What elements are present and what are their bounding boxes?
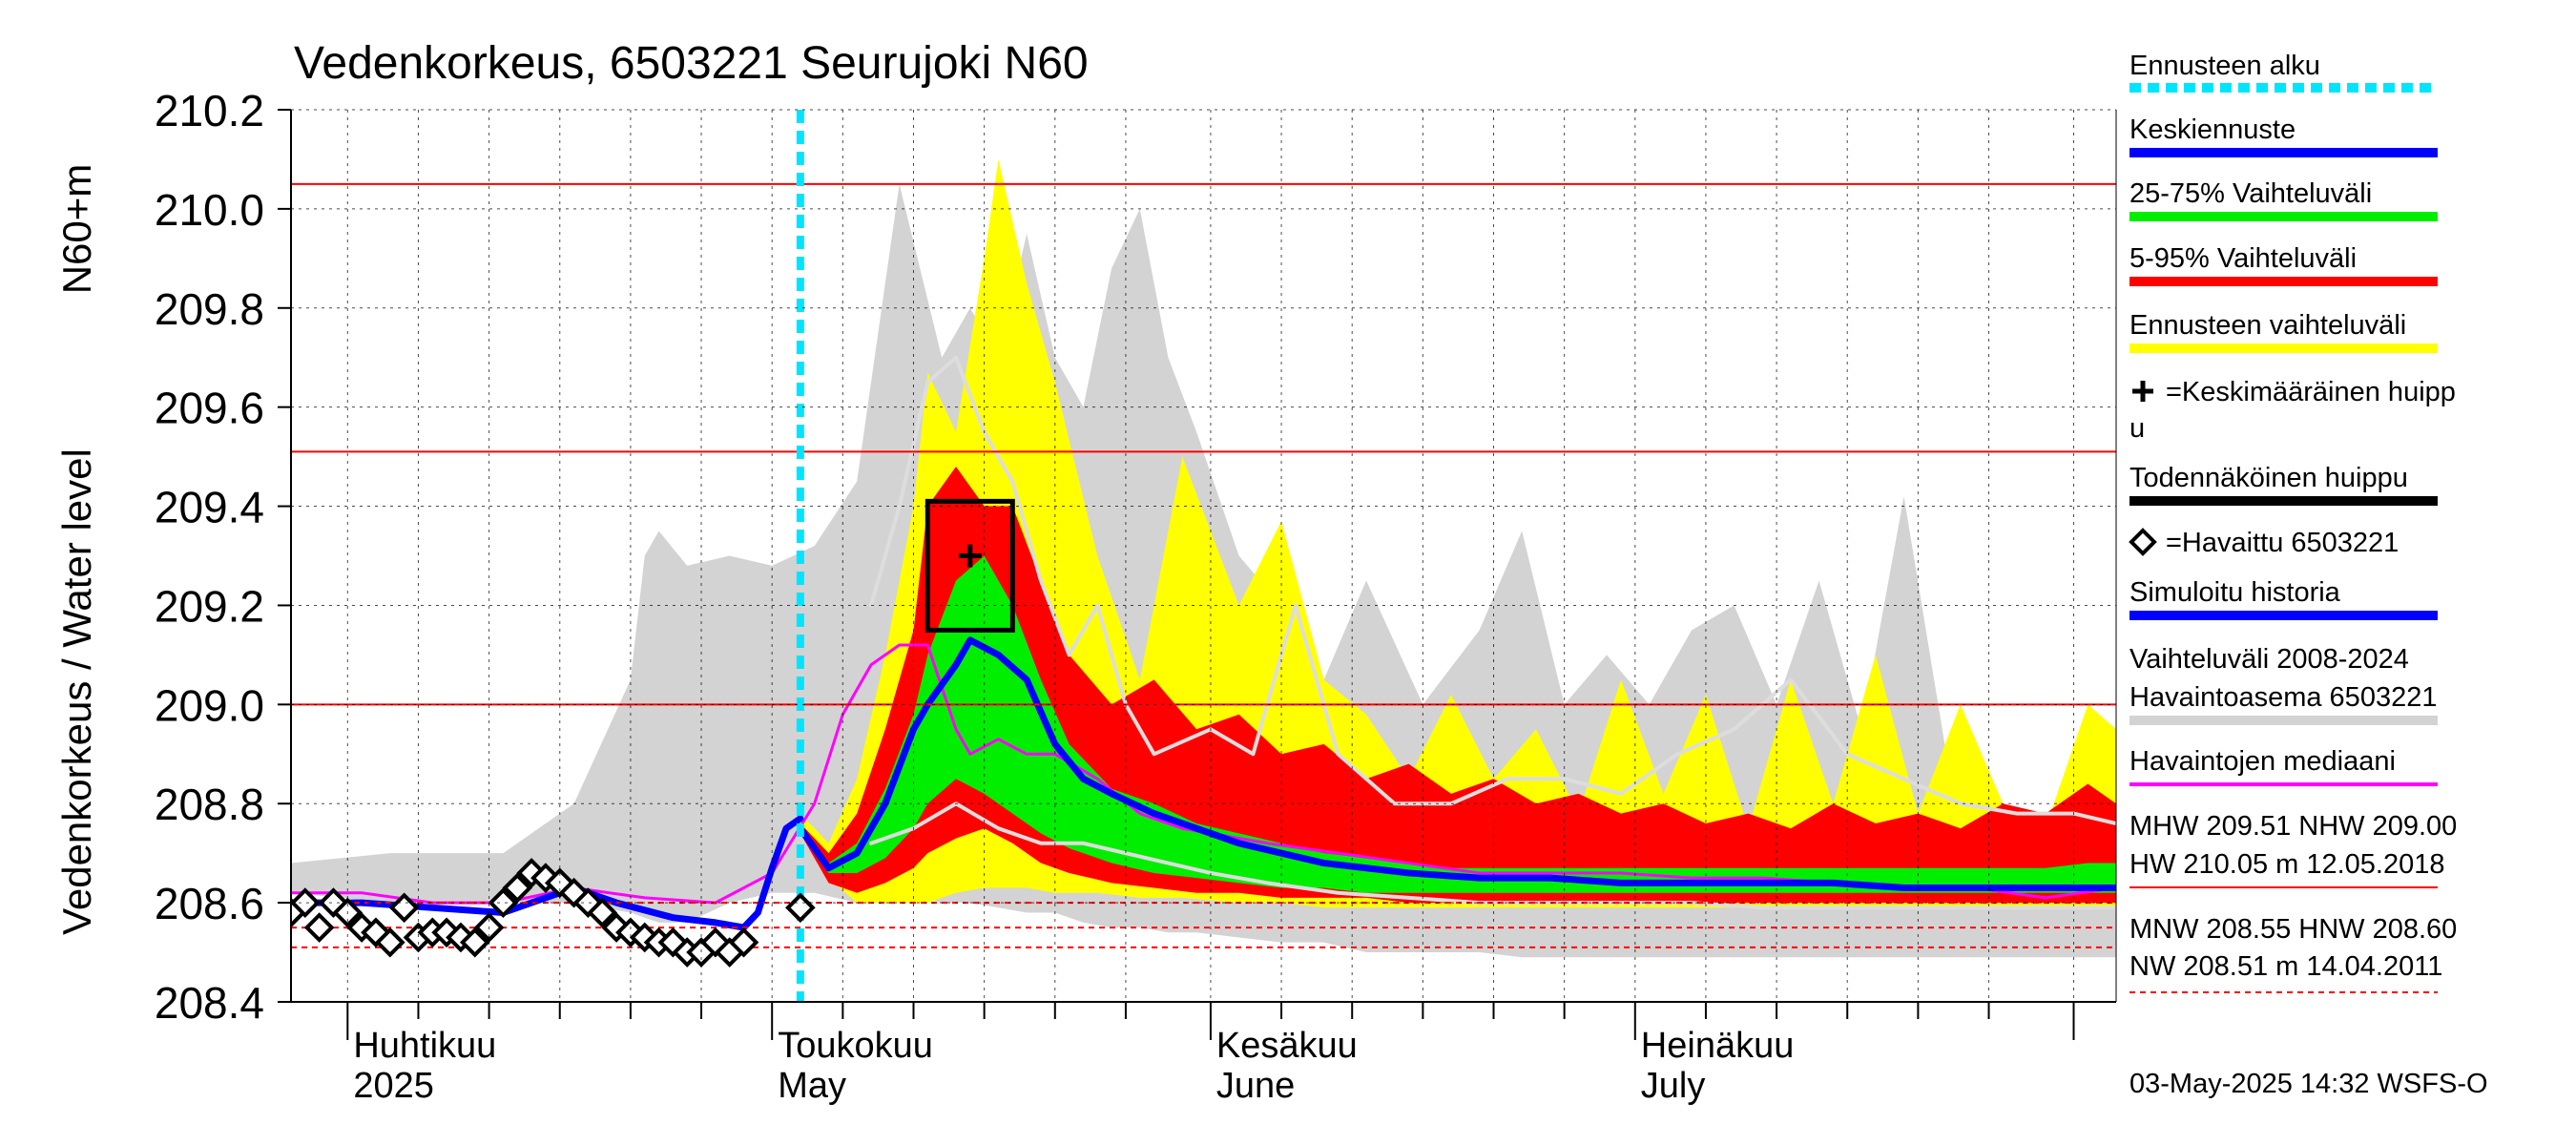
- footer-timestamp: 03-May-2025 14:32 WSFS-O: [2129, 1069, 2488, 1099]
- observed-point: [587, 897, 618, 928]
- band-25-75: [800, 555, 2116, 893]
- legend-label: Simuloitu historia: [2129, 577, 2341, 608]
- y-axis-unit-label: N60+m: [54, 164, 99, 295]
- observed-point: [459, 926, 490, 958]
- legend-label: Keskiennuste: [2129, 114, 2296, 145]
- observed-point: [785, 892, 816, 924]
- y-tick-label: 209.4: [155, 483, 264, 532]
- legend-label: 25-75% Vaihteluväli: [2129, 178, 2372, 209]
- month-label-en: 2025: [353, 1066, 434, 1106]
- legend-label: Havaintojen mediaani: [2129, 746, 2396, 777]
- mean-peak-marker: [958, 544, 982, 568]
- legend-plus-icon: [2132, 381, 2153, 402]
- y-tick-label: 208.8: [155, 780, 264, 829]
- band-5-95: [800, 467, 2116, 904]
- probable-peak-box: [924, 498, 1015, 633]
- observed-point: [374, 926, 405, 958]
- observed-point: [728, 926, 759, 958]
- month-label-fi: Kesäkuu: [1216, 1026, 1358, 1066]
- legend: Ennusteen alku Keskiennuste 25-75% Vaihtel…: [2129, 51, 2456, 786]
- chart-title: Vedenkorkeus, 6503221 Seurujoki N60: [294, 38, 1089, 89]
- legend-label-line2: Havaintoasema 6503221: [2129, 682, 2437, 713]
- y-tick-label: 209.8: [155, 284, 264, 334]
- legend-label: Ennusteen alku: [2129, 51, 2320, 81]
- legend-label: =Keskimääräinen huipp: [2166, 377, 2456, 407]
- y-tick-label: 208.6: [155, 879, 264, 928]
- legend-label-line2: u: [2129, 413, 2145, 444]
- month-label-en: July: [1641, 1066, 1706, 1106]
- observations-median-line: [291, 643, 2116, 905]
- legend-label: =Havaittu 6503221: [2166, 528, 2399, 558]
- stats-line-1: MHW 209.51 NHW 209.00: [2129, 811, 2457, 842]
- history-year-line-2018: [869, 355, 2116, 825]
- month-label-fi: Huhtikuu: [353, 1026, 496, 1066]
- y-tick-label: 209.6: [155, 384, 264, 433]
- legend-label: Todennäköinen huippu: [2129, 463, 2408, 493]
- stats-line-2: HW 210.05 m 12.05.2018: [2129, 849, 2444, 880]
- observed-point: [303, 912, 335, 943]
- legend-label: Ennusteen vaihteluväli: [2129, 310, 2406, 341]
- y-tick-label: 209.2: [155, 581, 264, 631]
- y-tick-label: 210.2: [155, 86, 264, 135]
- stats-line-4: NW 208.51 m 14.04.2011: [2129, 951, 2442, 982]
- month-label-fi: Heinäkuu: [1641, 1026, 1795, 1066]
- month-label-en: June: [1216, 1066, 1295, 1106]
- legend-diamond-icon: [2129, 528, 2157, 556]
- observed-point: [291, 887, 321, 918]
- observed-point: [488, 887, 519, 918]
- legend-label: 5-95% Vaihteluväli: [2129, 243, 2357, 274]
- mean-forecast-line: [797, 636, 2116, 892]
- month-label-fi: Toukokuu: [778, 1026, 933, 1066]
- month-label-en: May: [778, 1066, 846, 1106]
- observed-point: [502, 872, 533, 904]
- history-year-line-2011: [869, 802, 2116, 910]
- stats-line-3: MNW 208.55 HNW 208.60: [2129, 914, 2457, 945]
- observed-point: [388, 892, 420, 924]
- y-tick-label: 208.4: [155, 978, 264, 1028]
- legend-label: Vaihteluväli 2008-2024: [2129, 644, 2409, 675]
- y-tick-label: 210.0: [155, 185, 264, 235]
- y-tick-label: 209.0: [155, 680, 264, 730]
- y-axis-label: Vedenkorkeus / Water level: [54, 448, 99, 935]
